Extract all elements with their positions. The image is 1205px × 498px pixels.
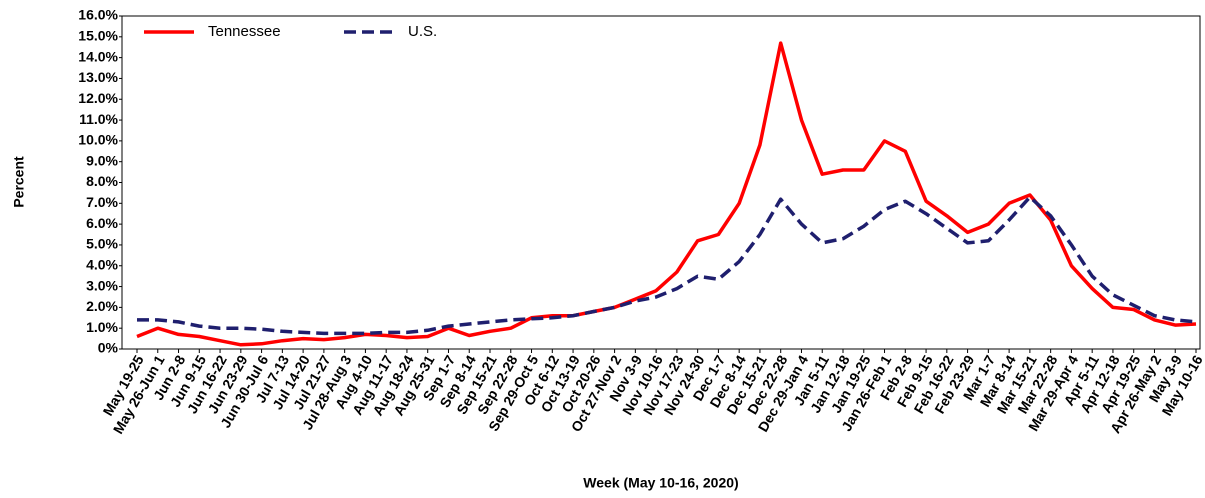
y-tick-label: 10.0% xyxy=(78,132,118,148)
y-tick-label: 14.0% xyxy=(78,48,118,64)
y-axis-title: Percent xyxy=(11,156,27,208)
y-tick-label: 6.0% xyxy=(86,215,118,231)
y-tick-label: 2.0% xyxy=(86,298,118,314)
y-tick-label: 16.0% xyxy=(78,7,118,23)
y-tick-label: 9.0% xyxy=(86,152,118,168)
y-tick-label: 1.0% xyxy=(86,319,118,335)
y-tick-label: 13.0% xyxy=(78,69,118,85)
y-tick-label: 3.0% xyxy=(86,277,118,293)
y-tick-label: 12.0% xyxy=(78,90,118,106)
series-line xyxy=(137,195,1197,336)
y-tick-label: 7.0% xyxy=(86,194,118,210)
legend-label: U.S. xyxy=(408,23,437,40)
plot-frame xyxy=(121,15,1201,350)
y-tick-label: 5.0% xyxy=(86,236,118,252)
series-line xyxy=(136,41,1197,347)
y-tick-label: 11.0% xyxy=(79,111,118,127)
y-tick-label: 8.0% xyxy=(86,173,118,189)
y-tick-label: 15.0% xyxy=(78,28,118,44)
x-axis-title: Week (May 10-16, 2020) xyxy=(583,475,738,491)
legend-label: Tennessee xyxy=(208,23,281,40)
y-tick-label: 4.0% xyxy=(86,256,118,272)
y-tick-label: 0% xyxy=(98,340,119,356)
